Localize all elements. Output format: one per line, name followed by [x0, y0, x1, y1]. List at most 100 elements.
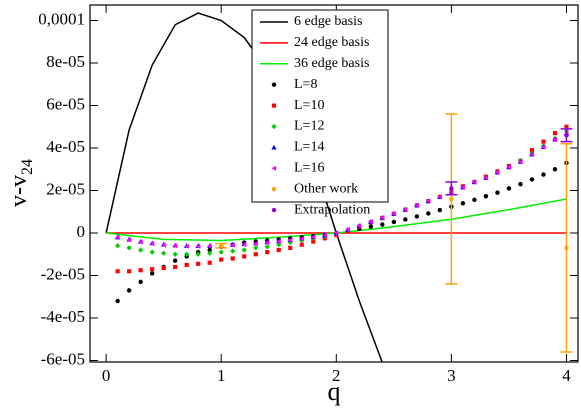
point: [265, 250, 270, 255]
legend-label: 6 edge basis: [294, 14, 362, 29]
point: [449, 186, 454, 191]
point: [552, 136, 558, 143]
point: [195, 251, 201, 257]
x-tick-label: 1: [217, 366, 226, 385]
point: [472, 197, 477, 203]
point: [264, 239, 270, 246]
point: [495, 190, 500, 195]
point: [345, 227, 350, 233]
point: [299, 236, 304, 242]
point: [564, 124, 569, 129]
point: [437, 207, 443, 213]
legend-label: 24 edge basis: [294, 35, 369, 50]
point: [138, 239, 143, 245]
point: [552, 167, 558, 172]
point: [276, 238, 281, 245]
point: [391, 219, 397, 225]
point: [126, 237, 132, 243]
point: [184, 262, 189, 267]
point: [172, 258, 178, 263]
legend-label: L=10: [294, 98, 324, 113]
point: [161, 250, 167, 256]
point: [149, 249, 155, 255]
point: [460, 201, 466, 206]
legend-label: L=14: [294, 140, 324, 155]
point: [517, 159, 523, 165]
y-tick-label: -2e-05: [41, 264, 85, 283]
point: [242, 254, 247, 259]
y-tick-label: 6e-05: [46, 94, 85, 113]
point: [115, 298, 120, 304]
point: [230, 242, 235, 248]
point: [506, 186, 512, 191]
x-tick-label: 2: [332, 366, 341, 385]
x-tick-label: 4: [562, 366, 571, 385]
point: [518, 181, 523, 187]
point: [253, 252, 258, 257]
point: [311, 239, 316, 244]
point: [195, 243, 201, 249]
point: [310, 234, 316, 240]
point: [253, 241, 258, 247]
legend-swatch: [271, 123, 277, 130]
point: [138, 268, 143, 273]
legend-swatch: [271, 165, 277, 171]
legend-label: L=12: [294, 119, 324, 134]
point: [219, 257, 224, 262]
point: [173, 264, 178, 270]
point: [207, 247, 212, 253]
point: [564, 245, 569, 251]
x-tick-label: 0: [102, 366, 111, 385]
point: [322, 232, 327, 238]
point: [380, 222, 385, 227]
y-axis-label-main: v-v: [6, 175, 32, 207]
point: [425, 198, 431, 204]
legend-swatch: [271, 144, 277, 150]
point: [172, 243, 178, 249]
point: [414, 214, 420, 219]
point: [540, 144, 546, 150]
y-tick-label: -6e-05: [41, 349, 85, 368]
point: [241, 241, 247, 248]
y-tick-label: -4e-05: [41, 307, 85, 326]
point: [471, 179, 477, 185]
point: [460, 184, 465, 190]
point: [529, 151, 535, 157]
point: [379, 215, 385, 221]
point: [196, 261, 201, 266]
point: [541, 139, 546, 144]
legend-swatch: [271, 186, 277, 192]
legend-swatch: [271, 82, 277, 87]
point: [356, 223, 362, 229]
plot-frame: [89, 4, 579, 363]
point: [241, 247, 247, 253]
point: [230, 256, 235, 261]
point: [402, 207, 408, 213]
point: [288, 245, 293, 250]
point: [207, 260, 212, 265]
point: [126, 288, 132, 293]
y-tick-label: 2e-05: [46, 179, 85, 198]
point: [184, 243, 189, 249]
plot-area: [105, 12, 573, 362]
point: [207, 243, 212, 249]
point: [253, 245, 259, 251]
legend-label: Extrapolation: [294, 202, 370, 217]
point: [230, 248, 236, 254]
point: [541, 172, 546, 177]
point: [161, 265, 166, 271]
point: [494, 169, 500, 176]
point: [483, 175, 489, 181]
point: [483, 194, 489, 199]
point: [161, 242, 166, 248]
point: [264, 244, 270, 250]
point: [368, 219, 373, 225]
point: [115, 243, 121, 249]
point: [529, 177, 535, 182]
legend-swatch: [271, 103, 277, 108]
point: [115, 269, 120, 274]
y-tick-label: 0,0001: [38, 9, 85, 28]
y-axis-label-sub: 24: [19, 159, 36, 175]
point: [218, 243, 224, 248]
point: [115, 234, 120, 240]
